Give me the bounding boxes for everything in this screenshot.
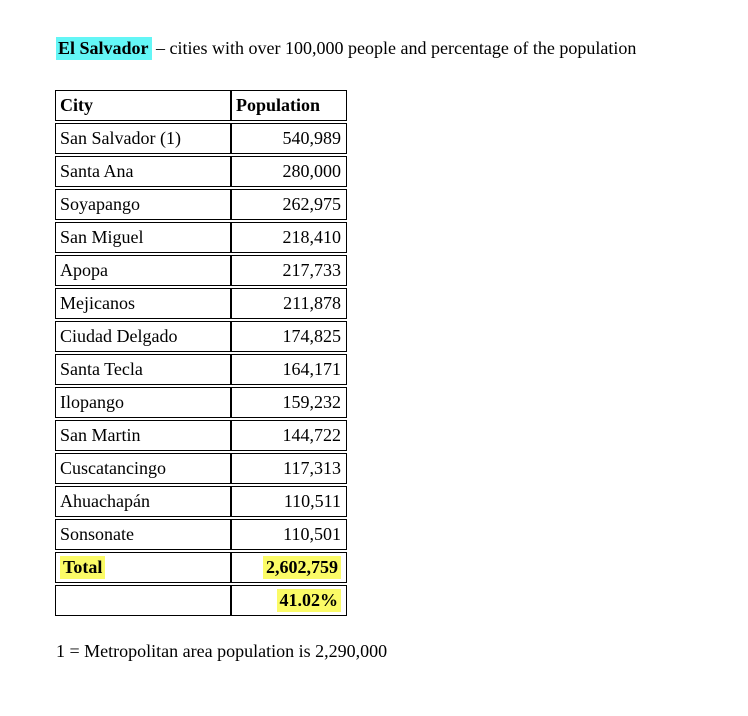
- population-cell: 262,975: [231, 189, 347, 220]
- city-cell: Santa Tecla: [55, 354, 231, 385]
- table-row: Sonsonate 110,501: [55, 519, 347, 550]
- city-cell: Sonsonate: [55, 519, 231, 550]
- total-value-highlight: 2,602,759: [263, 556, 341, 579]
- city-cell: San Miguel: [55, 222, 231, 253]
- percentage-highlight: 41.02%: [276, 589, 341, 612]
- title-text: – cities with over 100,000 people and pe…: [151, 38, 637, 58]
- population-cell: 280,000: [231, 156, 347, 187]
- total-row: Total 2,602,759: [55, 552, 347, 583]
- page-title: El Salvador – cities with over 100,000 p…: [56, 37, 636, 60]
- table-row: Soyapango 262,975: [55, 189, 347, 220]
- table-row: San Salvador (1) 540,989: [55, 123, 347, 154]
- table-row: Santa Tecla 164,171: [55, 354, 347, 385]
- total-value-cell: 2,602,759: [231, 552, 347, 583]
- city-cell: Santa Ana: [55, 156, 231, 187]
- table-header-row: City Population: [55, 90, 347, 121]
- percentage-cell: 41.02%: [231, 585, 347, 616]
- population-cell: 159,232: [231, 387, 347, 418]
- table-row: Ciudad Delgado 174,825: [55, 321, 347, 352]
- population-cell: 164,171: [231, 354, 347, 385]
- table-row: Ilopango 159,232: [55, 387, 347, 418]
- total-label-cell: Total: [55, 552, 231, 583]
- header-city: City: [55, 90, 231, 121]
- population-cell: 117,313: [231, 453, 347, 484]
- footnote: 1 = Metropolitan area population is 2,29…: [56, 641, 388, 661]
- table-row: Mejicanos 211,878: [55, 288, 347, 319]
- city-cell: Ciudad Delgado: [55, 321, 231, 352]
- percentage-row: 41.02%: [55, 585, 347, 616]
- table-row: Cuscatancingo 117,313: [55, 453, 347, 484]
- city-cell: Apopa: [55, 255, 231, 286]
- population-cell: 174,825: [231, 321, 347, 352]
- city-cell: Ahuachapán: [55, 486, 231, 517]
- table-row: Ahuachapán 110,511: [55, 486, 347, 517]
- population-cell: 144,722: [231, 420, 347, 451]
- population-cell: 110,501: [231, 519, 347, 550]
- city-cell: San Martin: [55, 420, 231, 451]
- header-population: Population: [231, 90, 347, 121]
- city-cell: Mejicanos: [55, 288, 231, 319]
- population-cell: 218,410: [231, 222, 347, 253]
- title-highlighted-text: El Salvador: [56, 37, 152, 60]
- population-cell: 540,989: [231, 123, 347, 154]
- city-cell: Ilopango: [55, 387, 231, 418]
- population-cell: 211,878: [231, 288, 347, 319]
- city-cell: Cuscatancingo: [55, 453, 231, 484]
- empty-cell: [55, 585, 231, 616]
- table-row: San Martin 144,722: [55, 420, 347, 451]
- table-row: San Miguel 218,410: [55, 222, 347, 253]
- city-cell: Soyapango: [55, 189, 231, 220]
- table-row: Apopa 217,733: [55, 255, 347, 286]
- city-cell: San Salvador (1): [55, 123, 231, 154]
- population-cell: 110,511: [231, 486, 347, 517]
- population-table: City Population San Salvador (1) 540,989…: [55, 88, 347, 618]
- population-cell: 217,733: [231, 255, 347, 286]
- total-label-highlight: Total: [60, 556, 106, 579]
- table-row: Santa Ana 280,000: [55, 156, 347, 187]
